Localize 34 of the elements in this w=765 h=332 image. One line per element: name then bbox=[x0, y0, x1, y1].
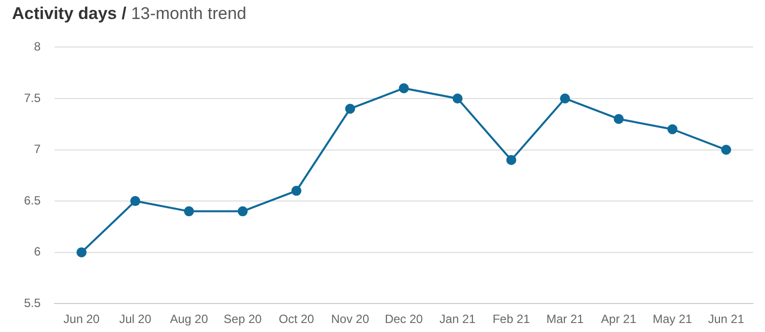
x-tick-label: Sep 20 bbox=[224, 312, 262, 326]
x-tick-label: Oct 20 bbox=[278, 312, 314, 326]
y-tick-label: 8 bbox=[34, 40, 41, 54]
point bbox=[238, 206, 248, 216]
x-tick-label: Apr 21 bbox=[601, 312, 637, 326]
chart-title: Activity days / bbox=[12, 4, 126, 23]
x-tick-label: Mar 21 bbox=[546, 312, 584, 326]
point bbox=[667, 124, 678, 134]
x-tick-label: Jul 20 bbox=[119, 312, 152, 326]
x-tick-label: Feb 21 bbox=[492, 312, 530, 326]
point bbox=[398, 83, 409, 94]
y-tick-label: 6 bbox=[34, 244, 41, 259]
chart-subtitle: 13-month trend bbox=[131, 4, 246, 23]
point bbox=[76, 247, 87, 258]
x-tick-label: Jan 21 bbox=[440, 312, 476, 326]
point bbox=[345, 104, 356, 114]
x-tick-label: Jun 20 bbox=[64, 312, 100, 326]
point bbox=[184, 206, 194, 216]
x-tick-label: May 21 bbox=[652, 312, 692, 326]
point bbox=[614, 114, 624, 124]
x-tick-label: Dec 20 bbox=[384, 312, 424, 326]
y-tick-label: 5.5 bbox=[24, 296, 41, 310]
x-tick-label: Jun 21 bbox=[708, 312, 744, 326]
point bbox=[130, 196, 140, 206]
point bbox=[560, 93, 570, 104]
y-tick-label: 7 bbox=[34, 142, 41, 156]
x-tick-label: Nov 20 bbox=[331, 312, 370, 326]
point bbox=[452, 93, 463, 104]
x-tick-label: Aug 20 bbox=[170, 312, 208, 326]
point bbox=[721, 144, 732, 155]
y-tick-label: 6.5 bbox=[24, 193, 41, 208]
y-tick-label: 7.5 bbox=[24, 90, 41, 105]
point bbox=[291, 186, 302, 196]
point bbox=[506, 155, 516, 166]
